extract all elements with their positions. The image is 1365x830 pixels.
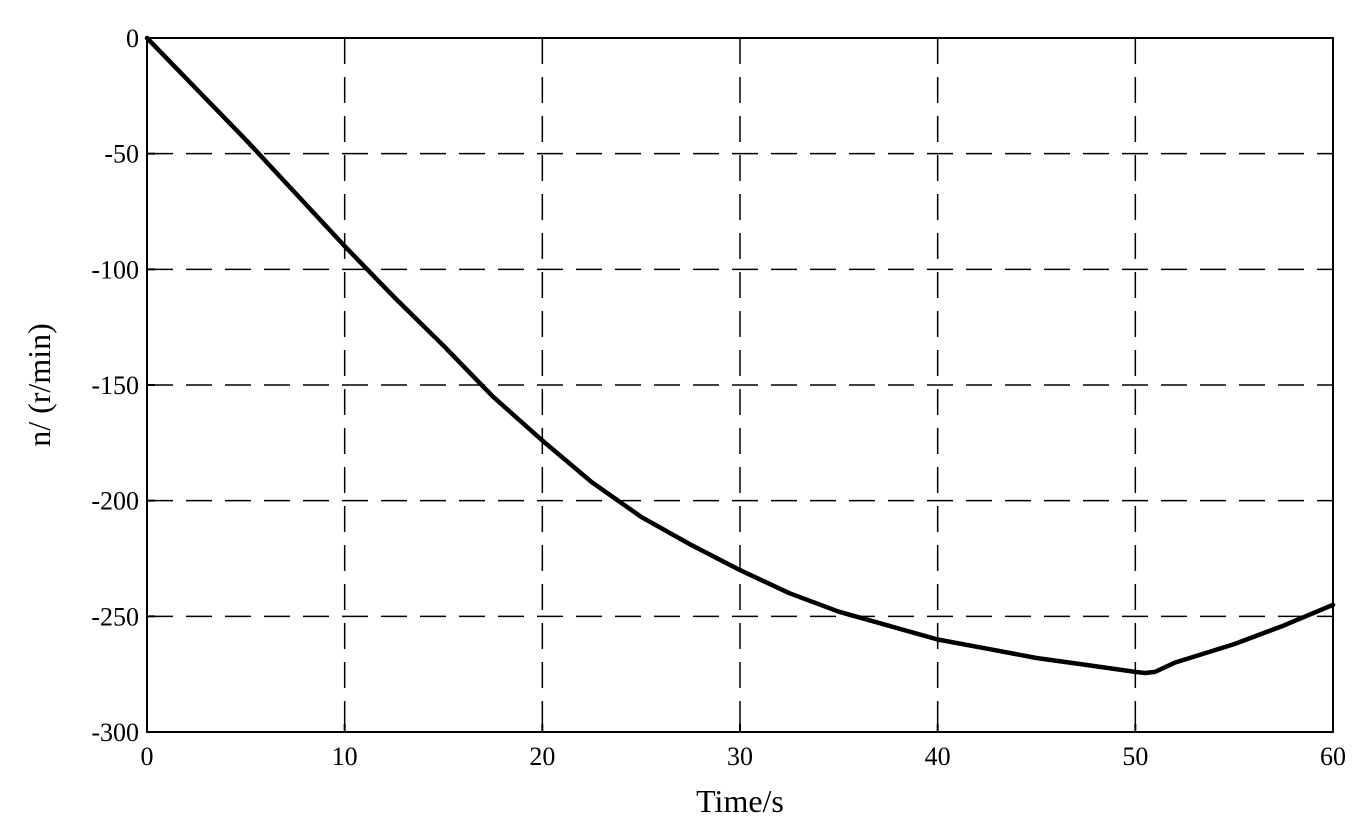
x-tick-label: 20: [529, 742, 555, 771]
series-layer: [144, 35, 1336, 676]
x-tick-label: 0: [141, 742, 154, 771]
y-tick-label: -300: [91, 718, 139, 747]
grid-lines: [147, 38, 1333, 732]
x-axis-label: Time/s: [696, 783, 784, 819]
y-tick-label: 0: [126, 24, 139, 53]
y-tick-label: -200: [91, 487, 139, 516]
y-axis-label: n/ (r/min): [21, 323, 57, 447]
y-tick-label: -250: [91, 602, 139, 631]
y-tick-label: -50: [104, 140, 139, 169]
x-tick-label: 10: [332, 742, 358, 771]
x-tick-label: 60: [1320, 742, 1346, 771]
series-line: [144, 35, 1336, 676]
y-tick-label: -100: [91, 255, 139, 284]
tick-labels: 0 10 20 30 40 50 60 0 -50 -100 -150 -200 -250 -300: [91, 24, 1346, 771]
y-tick-label: -150: [91, 371, 139, 400]
x-tick-label: 30: [727, 742, 753, 771]
x-tick-label: 50: [1122, 742, 1148, 771]
x-tick-label: 40: [925, 742, 951, 771]
